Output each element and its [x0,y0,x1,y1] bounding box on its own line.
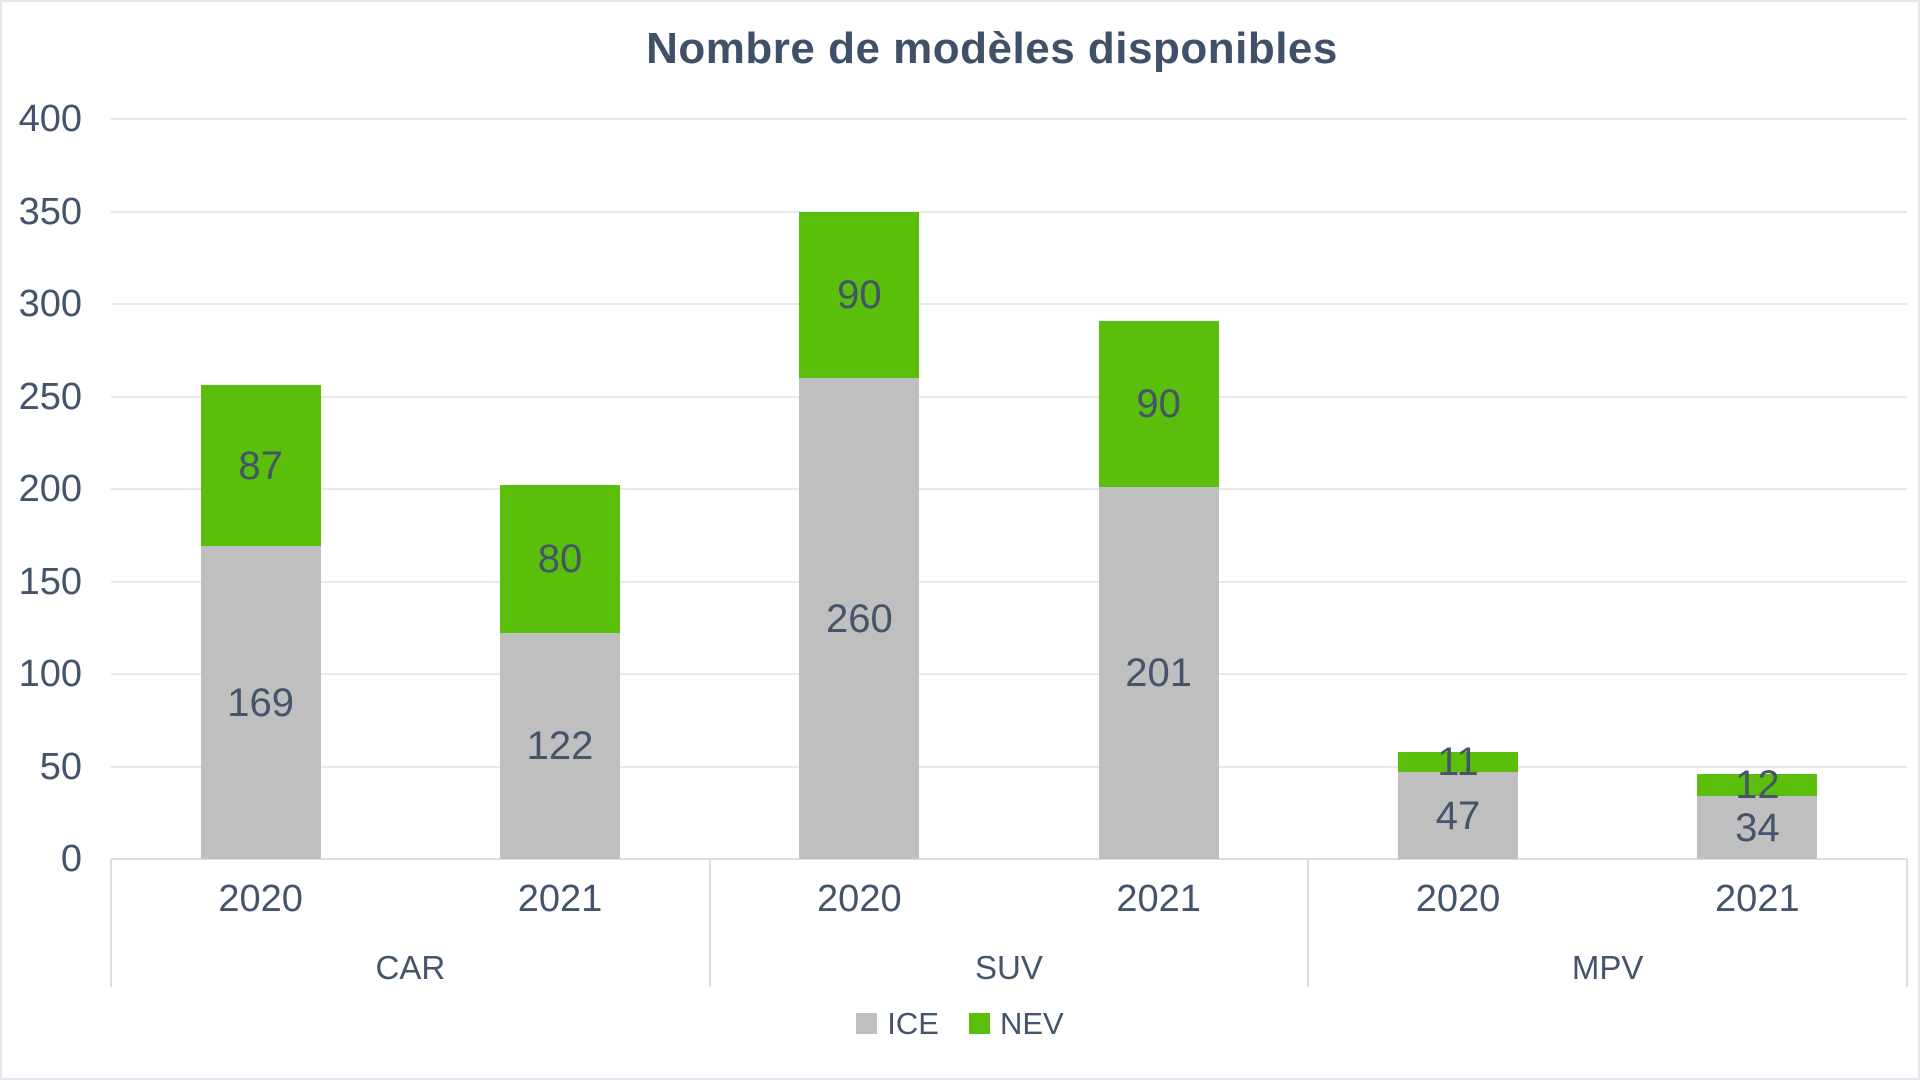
bar-segment-nev: 11 [1398,742,1518,782]
legend-swatch-ice [856,1013,878,1034]
y-axis-tick-label: 300 [18,283,82,325]
gridline [111,210,1907,213]
y-axis-tick-label: 250 [18,375,82,418]
bar-segment-nev: 80 [500,485,620,634]
legend-item-ice: ICE [856,1008,939,1039]
legend-swatch-nev [968,1013,990,1034]
bar-value-label: 47 [1435,793,1481,838]
x-axis-year-label: 2020 [817,878,902,920]
bar-segment-ice: 47 [1398,772,1518,859]
x-axis-year-label: 2021 [1116,878,1201,920]
gridline [111,673,1907,675]
bar-segment-ice: 169 [200,546,321,859]
legend-item-nev: NEV [968,1006,1064,1041]
gridline [111,395,1907,398]
bar-value-label: 169 [227,680,295,725]
bar-segment-nev: 90 [799,211,920,378]
y-axis-tick-label: 50 [39,745,82,788]
y-axis-tick-label: 100 [18,653,82,695]
category-separator [110,859,112,987]
gridline [111,118,1907,120]
bar-value-label: 12 [1735,762,1780,807]
legend-label: NEV [999,1006,1064,1041]
category-separator [708,859,711,987]
x-axis-group-label: SUV [975,949,1043,986]
bar-value-label: 201 [1125,651,1193,696]
legend: ICE NEV [2,1008,1918,1039]
x-axis-year-label: 2021 [1715,878,1800,920]
y-axis-tick-label: 0 [60,838,82,880]
y-axis-tick-label: 400 [18,98,82,140]
chart-title: Nombre de modèles disponibles [646,24,1338,73]
x-axis-year-label: 2020 [218,878,303,920]
bar-value-label: 34 [1735,805,1780,850]
x-axis-line [111,858,1907,860]
bar-segment-nev: 90 [1098,320,1219,488]
bar-segment-ice: 34 [1697,796,1818,859]
gridline [111,488,1907,490]
bar-segment-ice: 260 [799,378,920,859]
gridline [111,303,1907,305]
legend-label: ICE [887,1006,939,1041]
bar-value-label: 90 [837,272,882,317]
bar-value-label: 11 [1437,739,1479,784]
y-axis-tick-label: 200 [18,468,82,510]
bar-segment-nev: 12 [1697,765,1818,805]
y-axis-tick-label: 150 [18,560,82,603]
bar-value-label: 87 [238,443,283,488]
bar-value-label: 90 [1136,381,1181,426]
bar-value-label: 80 [537,537,583,582]
bar-segment-ice: 122 [500,633,620,859]
category-separator [1307,859,1310,987]
bar-value-label: 260 [825,596,893,641]
x-axis-group-label: CAR [375,949,446,986]
y-axis-tick-label: 350 [18,190,82,233]
gridline [111,765,1907,768]
x-axis-year-label: 2020 [1415,878,1501,920]
bar-value-label: 122 [526,724,594,769]
x-axis-group-label: MPV [1571,949,1644,986]
bar-segment-ice: 201 [1098,487,1219,859]
category-separator [1906,859,1908,987]
x-axis-year-label: 2021 [517,878,603,920]
gridline [111,580,1907,583]
bar-segment-nev: 87 [200,385,321,547]
